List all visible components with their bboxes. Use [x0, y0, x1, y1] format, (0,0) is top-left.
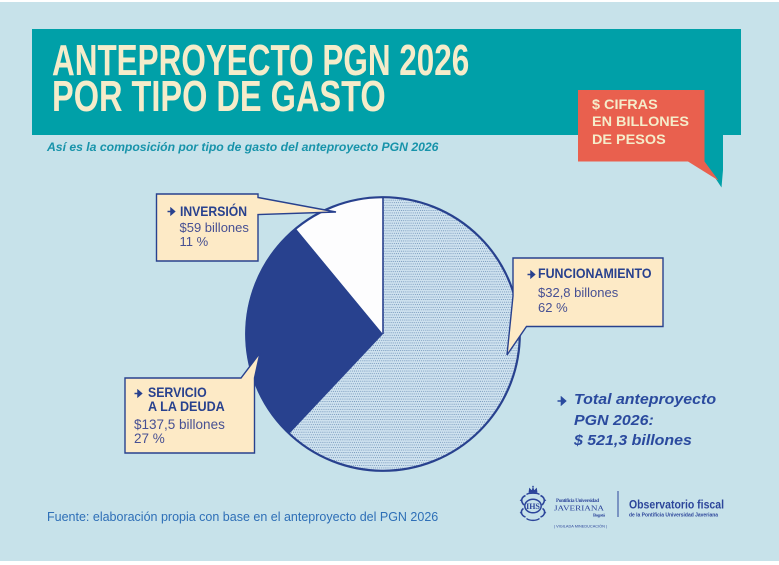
svg-text:Bogotá: Bogotá	[593, 512, 606, 517]
svg-text:de la Pontificia Universidad J: de la Pontificia Universidad Javeriana	[629, 513, 719, 519]
svg-text:Observatorio fiscal: Observatorio fiscal	[629, 499, 724, 511]
svg-text:| VIGILADA MINEDUCACIÓN |: | VIGILADA MINEDUCACIÓN |	[554, 524, 607, 529]
svg-text:IHS: IHS	[526, 502, 540, 511]
svg-text:Pontificia Universidad: Pontificia Universidad	[556, 499, 599, 504]
svg-text:JAVERIANA: JAVERIANA	[554, 504, 605, 513]
